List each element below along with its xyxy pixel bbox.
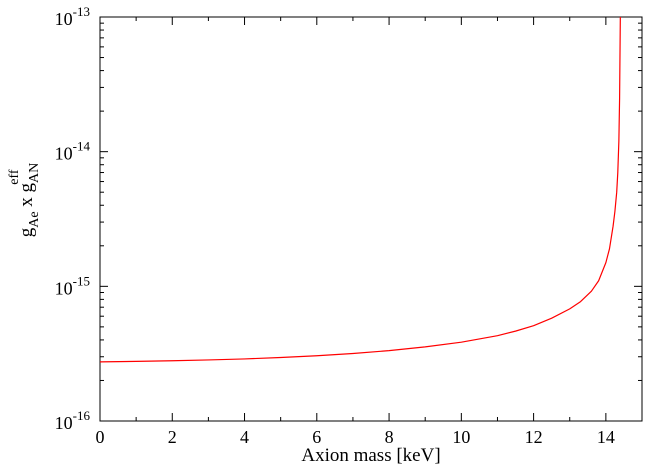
x-tick-label: 14 bbox=[597, 427, 615, 447]
y-tick-label: 10-15 bbox=[55, 273, 90, 298]
y-tick-label-exponent: -13 bbox=[73, 4, 90, 19]
y-axis-label-sub1: Ae bbox=[27, 211, 42, 227]
y-tick-label-exponent: -14 bbox=[73, 139, 91, 154]
y-axis-label-g2: g bbox=[16, 182, 37, 192]
x-axis-label: Axion mass [keV] bbox=[301, 445, 440, 465]
series-layer bbox=[99, 16, 621, 363]
x-tick-label: 6 bbox=[312, 427, 321, 447]
x-axis-ticks: 0 2 4 6 8 10 12 14 bbox=[96, 17, 615, 447]
x-tick-label: 4 bbox=[240, 427, 249, 447]
x-tick-label: 8 bbox=[385, 427, 394, 447]
y-tick-label-exponent: -16 bbox=[73, 408, 91, 423]
y-tick-label: 10-13 bbox=[55, 4, 90, 29]
y-tick-label-exponent: -15 bbox=[73, 273, 90, 288]
y-tick-label-base: 10 bbox=[55, 9, 73, 29]
x-tick-label: 2 bbox=[168, 427, 177, 447]
x-tick-label: 10 bbox=[452, 427, 470, 447]
y-tick-label: 10-16 bbox=[55, 408, 91, 433]
y-tick-label-base: 10 bbox=[55, 144, 73, 164]
y-axis-label-sub2: AN bbox=[27, 163, 42, 183]
x-tick-label: 0 bbox=[96, 427, 105, 447]
y-axis-label: gAe x gANeff bbox=[7, 163, 42, 238]
plot-frame bbox=[99, 16, 643, 422]
plot-area bbox=[99, 16, 643, 422]
y-tick-label: 10-14 bbox=[55, 139, 91, 164]
y-tick-label-base: 10 bbox=[55, 278, 73, 298]
y-axis-label-mid: x bbox=[16, 192, 37, 211]
y-tick-label-base: 10 bbox=[55, 413, 73, 433]
series-line-0 bbox=[99, 16, 621, 363]
y-axis-label-g1: g bbox=[16, 227, 37, 237]
y-axis-label-sup2: eff bbox=[7, 169, 22, 185]
x-tick-label: 12 bbox=[525, 427, 543, 447]
